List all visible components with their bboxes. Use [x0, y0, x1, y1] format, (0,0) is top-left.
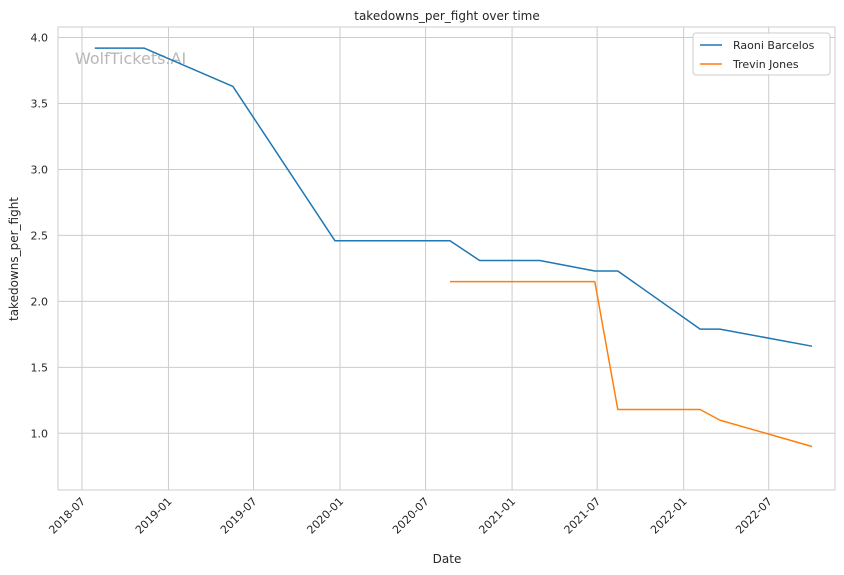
y-tick-labels: 1.0 1.5 2.0 2.5 3.0 3.5 4.0 [31, 32, 49, 441]
y-tick-label: 1.5 [31, 361, 49, 374]
legend: Raoni Barcelos Trevin Jones [692, 32, 831, 76]
y-tick-label: 3.0 [31, 163, 49, 176]
data-point-trevin-jones [699, 409, 701, 411]
series-line-raoni-barcelos [94, 47, 813, 347]
x-tick-label: 2019-01 [133, 495, 175, 537]
series-layer [94, 47, 813, 448]
series-line-trevin-jones [450, 280, 813, 448]
data-point-raoni-barcelos [617, 270, 619, 272]
legend-box [692, 32, 831, 76]
data-point-trevin-jones [617, 409, 619, 411]
data-point-trevin-jones [719, 419, 721, 421]
data-point-trevin-jones [594, 281, 596, 283]
x-tick-label: 2022-01 [648, 495, 690, 537]
x-tick-labels: 2018-07 2019-01 2019-07 2020-01 2020-07 2021-… [46, 495, 774, 537]
data-point-raoni-barcelos [143, 47, 145, 49]
y-tick-label: 1.0 [31, 427, 49, 440]
data-point-raoni-barcelos [811, 345, 813, 347]
data-point-raoni-barcelos [94, 47, 96, 49]
plot-area [57, 26, 836, 491]
x-tick-label: 2020-01 [304, 495, 346, 537]
data-point-trevin-jones [811, 446, 813, 448]
grid [58, 27, 835, 490]
x-tick-label: 2022-07 [733, 495, 775, 537]
x-axis-title: Date [433, 552, 462, 566]
y-tick-label: 3.5 [31, 98, 49, 111]
data-point-trevin-jones [449, 281, 451, 283]
data-point-raoni-barcelos [719, 328, 721, 330]
legend-label-trevin-jones: Trevin Jones [732, 58, 799, 71]
x-tick-label: 2021-07 [562, 495, 604, 537]
data-point-raoni-barcelos [594, 270, 596, 272]
x-tick-label: 2021-01 [476, 495, 518, 537]
data-point-raoni-barcelos [699, 328, 701, 330]
y-axis-title: takedowns_per_fight [7, 197, 21, 321]
legend-label-raoni-barcelos: Raoni Barcelos [733, 39, 815, 52]
x-tick-label: 2019-07 [218, 495, 260, 537]
data-point-raoni-barcelos [334, 240, 336, 242]
chart-title: takedowns_per_fight over time [354, 9, 540, 23]
y-tick-label: 2.5 [31, 229, 49, 242]
data-point-raoni-barcelos [539, 260, 541, 262]
x-tick-label: 2020-07 [390, 495, 432, 537]
data-point-raoni-barcelos [232, 86, 234, 88]
x-tick-label: 2018-07 [46, 495, 88, 537]
y-tick-label: 4.0 [31, 32, 49, 45]
y-tick-label: 2.0 [31, 295, 49, 308]
data-point-raoni-barcelos [449, 240, 451, 242]
data-point-raoni-barcelos [479, 260, 481, 262]
